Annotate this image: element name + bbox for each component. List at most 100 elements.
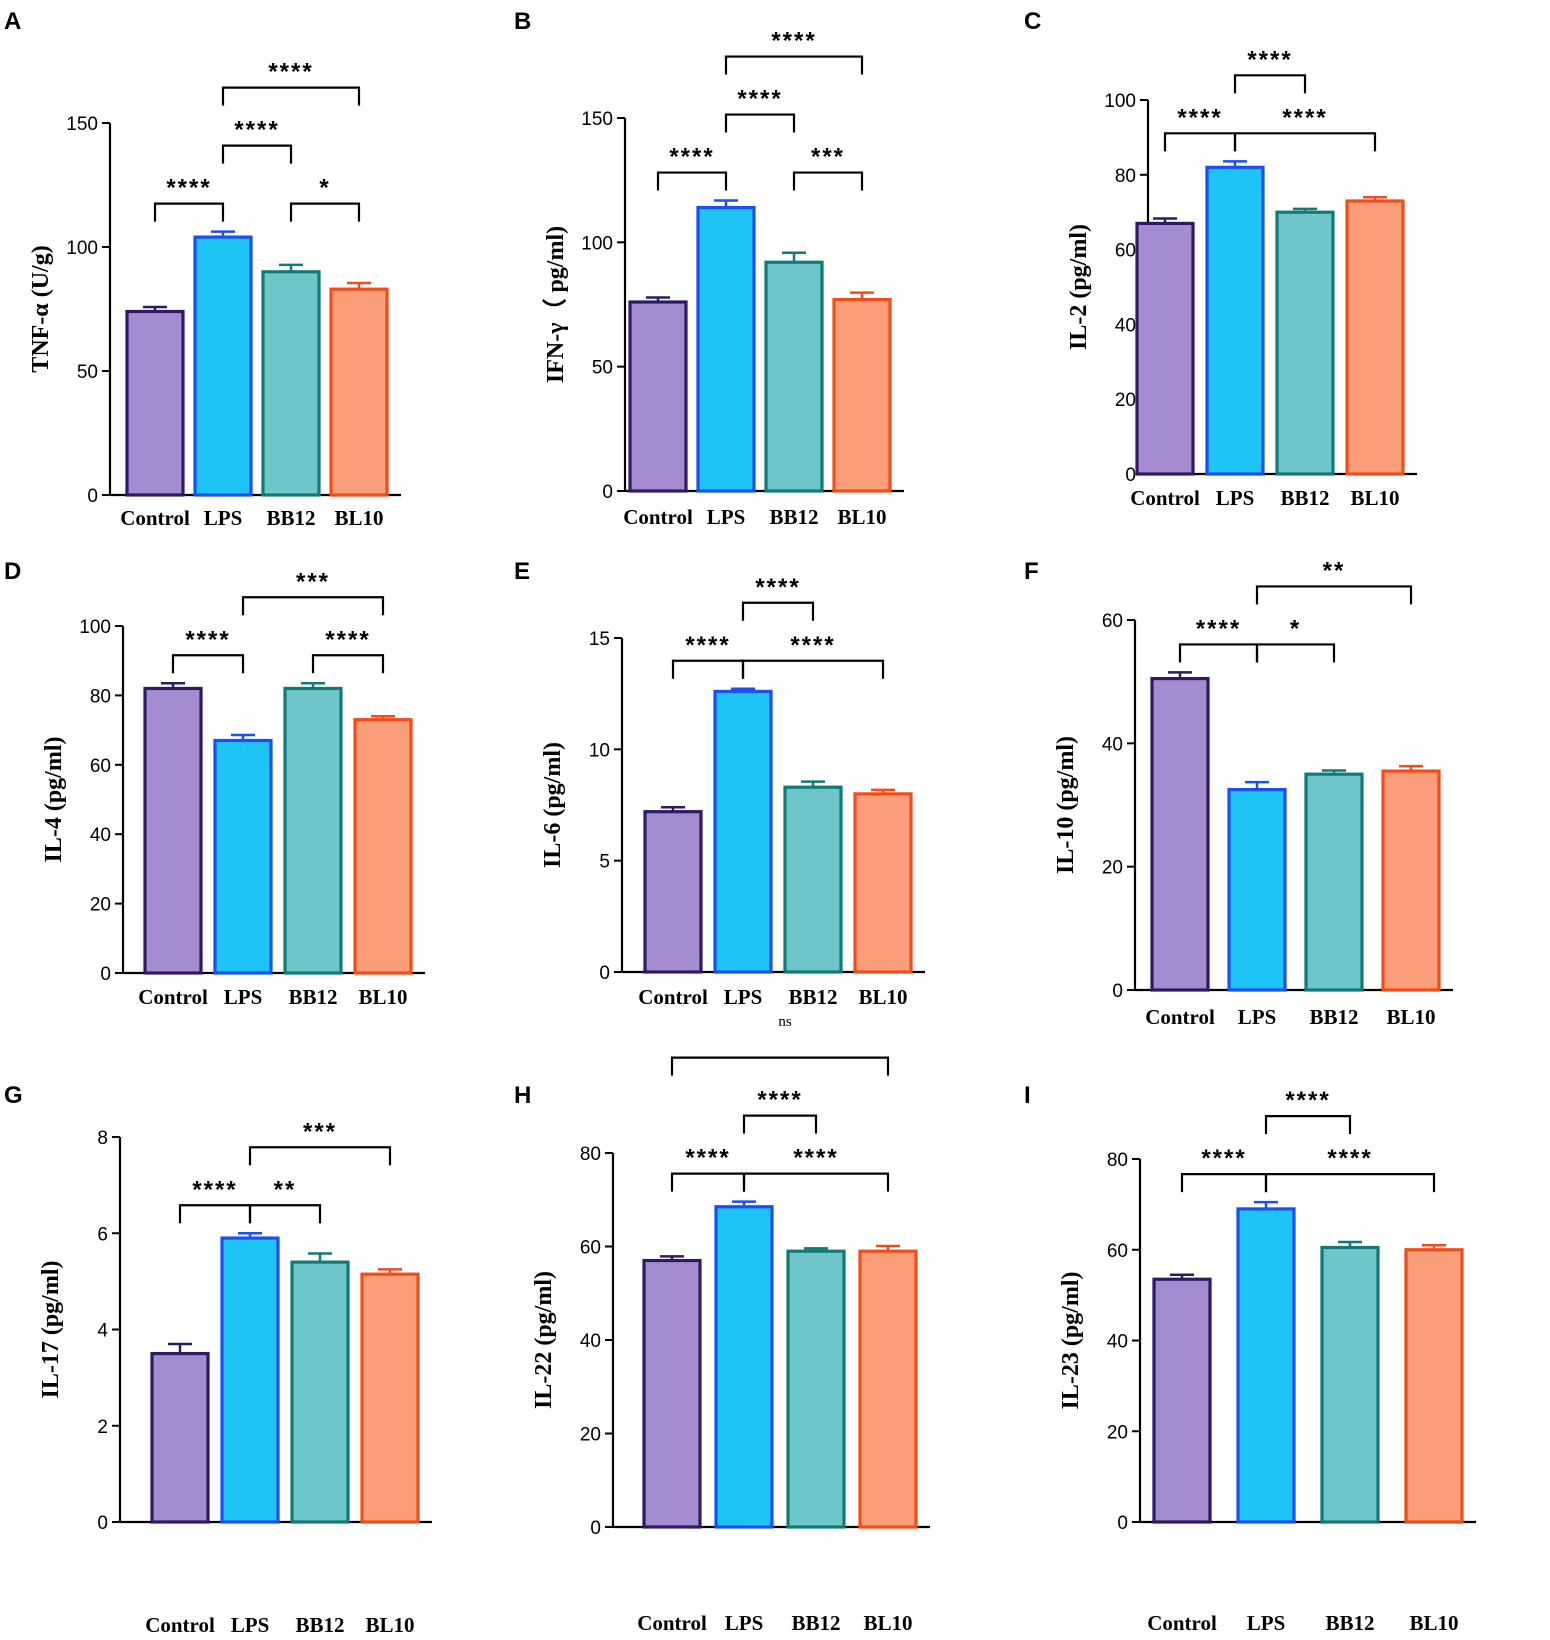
y-tick-label: 20 bbox=[1102, 858, 1123, 879]
significance-label: **** bbox=[185, 626, 230, 653]
y-axis-label: TNF-α (U/g) bbox=[28, 245, 54, 372]
bar-lps bbox=[714, 1205, 774, 1529]
significance-label: * bbox=[319, 175, 330, 202]
y-tick-label: 80 bbox=[580, 1144, 601, 1165]
x-category-label: BB12 bbox=[1325, 1611, 1374, 1635]
chart-panel-c: C 0 20 40 60 80 100 IL-2 (pg/ml) Control LPS BB12 B… bbox=[1020, 0, 1550, 545]
significance-label: * bbox=[1290, 615, 1301, 642]
bar-control bbox=[125, 309, 185, 497]
bar-control bbox=[143, 686, 203, 975]
x-category-label: LPS bbox=[231, 1613, 270, 1637]
x-category-label: Control bbox=[120, 506, 190, 530]
y-tick-label: 60 bbox=[580, 1238, 601, 1259]
x-category-label: LPS bbox=[224, 985, 263, 1009]
bar-lps bbox=[1205, 165, 1265, 476]
bar-control bbox=[628, 300, 688, 493]
panel-letter: G bbox=[4, 1082, 23, 1109]
x-category-label: Control bbox=[145, 1613, 215, 1637]
significance-bracket bbox=[1264, 1115, 1352, 1135]
bar-bb12 bbox=[283, 686, 343, 975]
y-axis-label: IFN-γ（ pg/ml) bbox=[542, 226, 569, 383]
y-axis-label: IL-6 (pg/ml) bbox=[540, 742, 566, 868]
significance-label: **** bbox=[1282, 104, 1327, 131]
bar-lps bbox=[220, 1236, 280, 1524]
significance-bracket bbox=[1264, 1173, 1436, 1193]
x-category-label: Control bbox=[638, 985, 708, 1009]
significance-bracket bbox=[1255, 585, 1413, 605]
y-tick-label: 0 bbox=[1112, 981, 1123, 1002]
significance-label: **** bbox=[166, 175, 211, 202]
significance-label: **** bbox=[1196, 615, 1241, 642]
significance-bracket bbox=[153, 202, 225, 222]
y-tick-label: 50 bbox=[592, 358, 613, 379]
significance-bracket bbox=[221, 86, 361, 106]
y-tick-label: 100 bbox=[66, 238, 98, 259]
significance-label: **** bbox=[192, 1176, 237, 1203]
bar-chart: 0 20 40 60 80 100 IL-2 (pg/ml) Control LPS BB12 BL… bbox=[1066, 46, 1417, 510]
significance-label: **** bbox=[737, 86, 782, 113]
bar-bb12 bbox=[1320, 1245, 1380, 1524]
x-category-label: BB12 bbox=[788, 985, 837, 1009]
bar-lps bbox=[713, 689, 773, 974]
significance-label: **** bbox=[755, 574, 800, 601]
significance-bracket bbox=[1255, 643, 1336, 663]
significance-label: **** bbox=[793, 1145, 838, 1172]
x-category-label: BL10 bbox=[863, 1611, 912, 1635]
y-tick-label: 5 bbox=[599, 852, 610, 873]
chart-panel-d: D 0 20 40 60 80 100 IL-4 (pg/ml) Control LPS BB12 B… bbox=[0, 545, 510, 1065]
y-tick-label: 150 bbox=[581, 109, 613, 130]
significance-label: **** bbox=[1201, 1145, 1246, 1172]
x-category-label: Control bbox=[637, 1611, 707, 1635]
bar-control bbox=[642, 1258, 702, 1529]
significance-bracket bbox=[670, 1172, 746, 1192]
x-category-label: Control bbox=[1130, 486, 1200, 510]
x-category-label: BB12 bbox=[1309, 1005, 1358, 1029]
x-category-label: BL10 bbox=[858, 985, 907, 1009]
x-category-label: LPS bbox=[707, 505, 746, 529]
y-tick-label: 20 bbox=[580, 1425, 601, 1446]
y-tick-label: 80 bbox=[1107, 1150, 1128, 1171]
y-axis-label: IL-17 (pg/ml) bbox=[38, 1261, 64, 1399]
y-tick-label: 60 bbox=[1107, 1241, 1128, 1262]
y-tick-label: 20 bbox=[90, 895, 111, 916]
significance-label: **** bbox=[268, 59, 313, 86]
bar-control bbox=[1135, 221, 1195, 476]
x-category-label: Control bbox=[623, 505, 693, 529]
bar-bl10 bbox=[360, 1272, 420, 1524]
significance-bracket bbox=[171, 654, 245, 674]
x-category-label: LPS bbox=[724, 985, 763, 1009]
significance-bracket bbox=[741, 601, 815, 621]
significance-label: **** bbox=[1177, 104, 1222, 131]
significance-bracket bbox=[1233, 74, 1307, 94]
significance-bracket bbox=[742, 1114, 818, 1134]
panel-letter: I bbox=[1024, 1082, 1031, 1109]
y-tick-label: 50 bbox=[77, 362, 98, 383]
significance-bracket bbox=[1178, 643, 1259, 663]
significance-bracket bbox=[670, 1056, 890, 1076]
bar-chart: 0 20 40 60 80 100 IL-4 (pg/ml) Control LPS BB12 BL… bbox=[41, 568, 425, 1009]
significance-label: **** bbox=[757, 1087, 802, 1114]
x-category-label: BB12 bbox=[266, 506, 315, 530]
x-category-label: BB12 bbox=[1280, 486, 1329, 510]
bar-bb12 bbox=[290, 1260, 350, 1524]
significance-label: **** bbox=[669, 144, 714, 171]
panel-letter: F bbox=[1024, 558, 1039, 585]
y-tick-label: 0 bbox=[97, 1513, 108, 1534]
bar-bb12 bbox=[783, 785, 843, 974]
significance-bracket bbox=[724, 55, 864, 75]
y-tick-label: 0 bbox=[590, 1518, 601, 1539]
significance-label: *** bbox=[303, 1118, 337, 1145]
bar-chart: 0 20 40 60 80 IL-22 (pg/ml) Control LPS BB12 BL10… bbox=[531, 1056, 930, 1635]
y-tick-label: 6 bbox=[97, 1224, 108, 1245]
bar-control bbox=[643, 810, 703, 974]
bar-lps bbox=[193, 235, 253, 497]
x-category-label: BL10 bbox=[358, 985, 407, 1009]
ns-note: ns bbox=[778, 1014, 792, 1030]
significance-label: **** bbox=[790, 632, 835, 659]
x-category-label: BB12 bbox=[769, 505, 818, 529]
significance-bracket bbox=[221, 144, 293, 164]
significance-label: ** bbox=[1323, 557, 1346, 584]
y-tick-label: 20 bbox=[1115, 390, 1136, 411]
y-tick-label: 0 bbox=[1117, 1513, 1128, 1534]
